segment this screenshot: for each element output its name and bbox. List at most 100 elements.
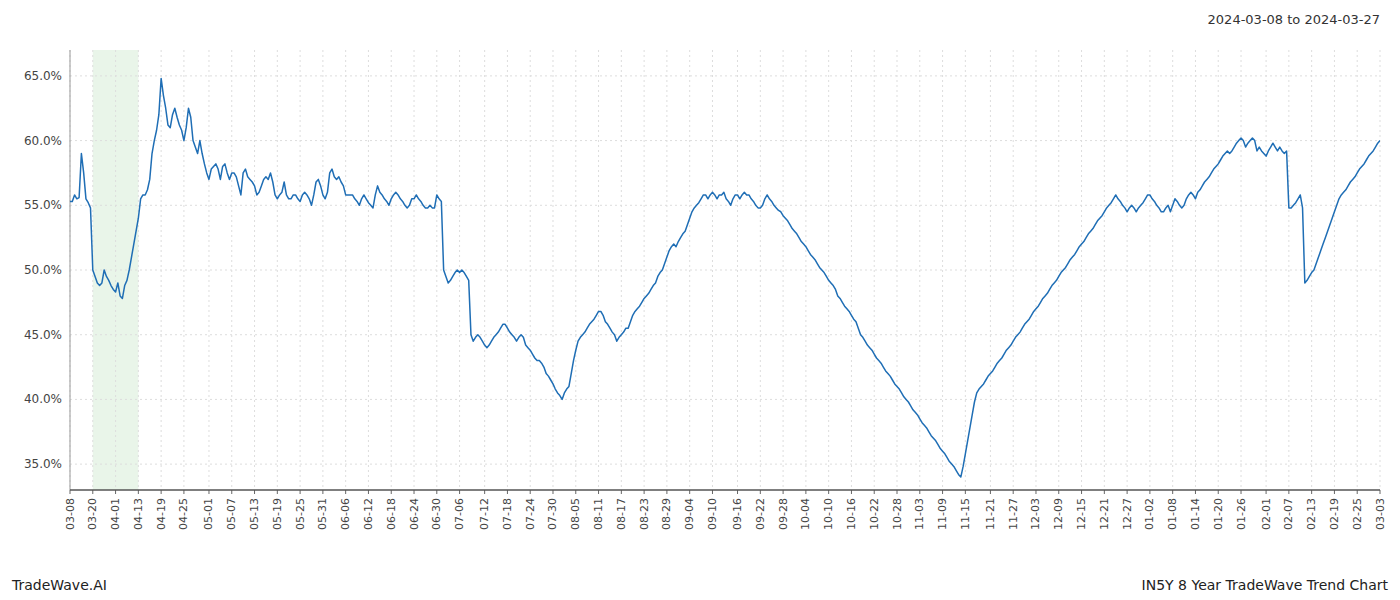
x-grid-line: [507, 50, 508, 490]
x-grid-line: [1380, 50, 1381, 490]
x-tick-label: 10-04: [799, 498, 812, 530]
x-tick-label: 06-06: [339, 498, 352, 530]
x-tick-label: 07-18: [501, 498, 514, 530]
grid: [70, 50, 1380, 490]
x-tick-label: 07-24: [524, 498, 537, 530]
x-grid-line: [851, 50, 852, 490]
x-tick-label: 12-15: [1075, 498, 1088, 530]
x-grid-line: [760, 50, 761, 490]
x-grid-line: [712, 50, 713, 490]
x-grid-line: [322, 50, 323, 490]
x-grid-line: [530, 50, 531, 490]
x-tick-label: 12-03: [1029, 498, 1042, 530]
x-grid-line: [277, 50, 278, 490]
x-tick-label: 09-22: [754, 498, 767, 530]
x-grid-line: [459, 50, 460, 490]
x-grid-line: [115, 50, 116, 490]
x-tick-label: 04-25: [177, 498, 190, 530]
x-grid-line: [1035, 50, 1036, 490]
x-tick-label: 11-15: [959, 498, 972, 530]
x-tick-label: 05-31: [316, 498, 329, 530]
y-tick-label: 35.0%: [24, 457, 62, 471]
x-grid-line: [897, 50, 898, 490]
x-grid-line: [1104, 50, 1105, 490]
x-grid-line: [621, 50, 622, 490]
x-tick-label: 02-25: [1351, 498, 1364, 530]
x-grid-line: [138, 50, 139, 490]
x-tick-label: 07-30: [546, 498, 559, 530]
x-tick-label: 01-02: [1143, 498, 1156, 530]
y-tick-label: 60.0%: [24, 134, 62, 148]
x-tick-label: 02-01: [1260, 498, 1273, 530]
x-tick-label: 01-14: [1189, 498, 1202, 530]
x-grid-line: [300, 50, 301, 490]
x-grid-line: [254, 50, 255, 490]
x-tick-label: 09-28: [777, 498, 790, 530]
x-tick-label: 12-27: [1121, 498, 1134, 530]
y-grid-line: [70, 399, 1380, 400]
x-grid-line: [1149, 50, 1150, 490]
x-tick-label: 03-08: [64, 498, 77, 530]
x-tick-label: 05-01: [202, 498, 215, 530]
x-tick-label: 09-16: [731, 498, 744, 530]
x-grid-line: [805, 50, 806, 490]
x-tick-label: 05-07: [225, 498, 238, 530]
x-tick-label: 02-19: [1328, 498, 1341, 530]
x-tick-label: 01-26: [1235, 498, 1248, 530]
x-grid-line: [436, 50, 437, 490]
x-grid-line: [1311, 50, 1312, 490]
y-axis-line: [70, 50, 71, 490]
x-grid-line: [1195, 50, 1196, 490]
x-tick-label: 10-22: [868, 498, 881, 530]
x-grid-line: [1058, 50, 1059, 490]
y-grid-line: [70, 75, 1380, 76]
x-tick-label: 10-10: [822, 498, 835, 530]
x-tick-label: 12-21: [1098, 498, 1111, 530]
x-grid-line: [598, 50, 599, 490]
x-tick-label: 07-12: [478, 498, 491, 530]
x-grid-line: [391, 50, 392, 490]
x-grid-line: [484, 50, 485, 490]
x-grid-line: [942, 50, 943, 490]
x-grid-line: [1172, 50, 1173, 490]
x-tick-label: 11-03: [913, 498, 926, 530]
x-grid-line: [1334, 50, 1335, 490]
y-grid-line: [70, 140, 1380, 141]
x-grid-line: [1081, 50, 1082, 490]
x-tick-label: 08-23: [638, 498, 651, 530]
x-tick-label: 01-20: [1212, 498, 1225, 530]
x-tick-label: 06-18: [385, 498, 398, 530]
x-axis: 03-0803-2004-0104-1304-1904-2505-0105-07…: [64, 490, 1387, 530]
x-axis-line: [70, 489, 1380, 491]
y-tick-label: 40.0%: [24, 392, 62, 406]
x-tick-label: 04-19: [155, 498, 168, 530]
y-tick-label: 65.0%: [24, 69, 62, 83]
y-grid-line: [70, 464, 1380, 465]
x-tick-label: 11-09: [936, 498, 949, 530]
annotation: TradeWave.AI: [11, 577, 107, 593]
x-grid-line: [70, 50, 71, 490]
x-tick-label: 03-20: [86, 498, 99, 530]
x-tick-label: 12-09: [1052, 498, 1065, 530]
x-grid-line: [161, 50, 162, 490]
x-tick-label: 09-04: [683, 498, 696, 530]
y-grid-line: [70, 270, 1380, 271]
x-tick-label: 06-30: [430, 498, 443, 530]
y-tick-label: 50.0%: [24, 263, 62, 277]
x-tick-label: 05-19: [271, 498, 284, 530]
x-grid-line: [552, 50, 553, 490]
title: 2024-03-08 to 2024-03-27: [1208, 12, 1380, 27]
x-grid-line: [1013, 50, 1014, 490]
x-grid-line: [1127, 50, 1128, 490]
x-grid-line: [828, 50, 829, 490]
chart: 35.0%40.0%45.0%50.0%55.0%60.0%65.0%03-08…: [0, 0, 1400, 600]
x-tick-label: 09-10: [706, 498, 719, 530]
x-tick-label: 10-28: [891, 498, 904, 530]
x-grid-line: [783, 50, 784, 490]
x-tick-label: 08-05: [569, 498, 582, 530]
x-grid-line: [345, 50, 346, 490]
x-grid-line: [874, 50, 875, 490]
x-tick-label: 03-03: [1374, 498, 1387, 530]
x-grid-line: [1241, 50, 1242, 490]
x-tick-label: 05-13: [248, 498, 261, 530]
